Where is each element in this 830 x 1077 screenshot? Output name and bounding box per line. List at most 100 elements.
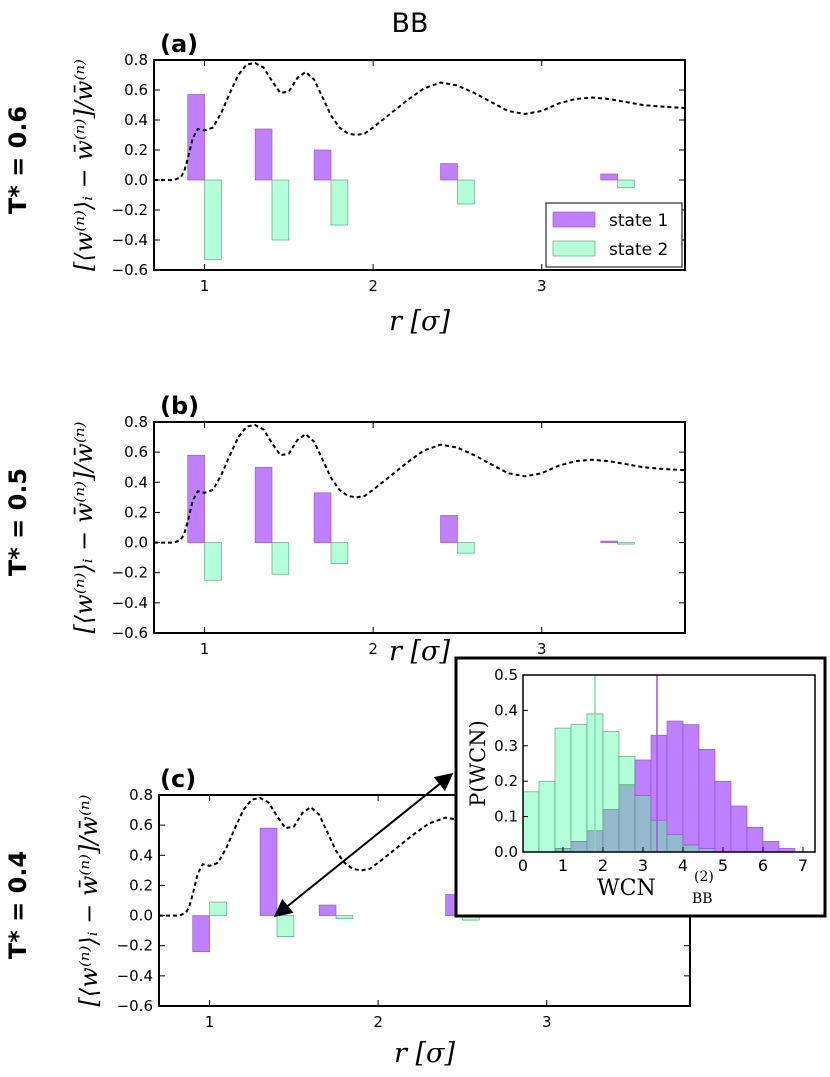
bar-state-1	[600, 173, 618, 181]
y-tick-label: 0.6	[124, 443, 148, 461]
hist-bar-state-2	[570, 724, 588, 842]
row-temperature-label: T* = 0.5	[4, 468, 32, 576]
x-axis-label: r [σ]	[389, 306, 450, 337]
hist-bar-overlap	[618, 784, 636, 853]
y-tick-label: 0.8	[124, 413, 148, 431]
inset-x-axis-label-sub: BB	[692, 891, 713, 907]
legend-swatch	[552, 211, 596, 228]
inset-x-tick-label: 0	[518, 856, 528, 875]
bar-state-1	[254, 466, 273, 543]
inset-y-tick-label: 0.1	[494, 808, 518, 826]
axes-frame	[153, 59, 686, 271]
hist-bar-state-1	[714, 780, 732, 853]
inset-y-tick-label: 0.4	[494, 701, 518, 719]
legend: state 1 state 2	[545, 202, 683, 268]
hist-bar-overlap	[570, 841, 588, 853]
x-tick-label: 2	[368, 277, 378, 295]
panel-label: (a)	[160, 30, 198, 58]
legend-label: state 2	[609, 240, 668, 260]
hist-bar-state-1	[682, 724, 700, 846]
y-tick-label: −0.4	[112, 594, 148, 612]
bar-state-2	[204, 542, 222, 581]
x-tick-label: 3	[542, 1013, 552, 1031]
y-tick-label: 0.6	[124, 81, 148, 99]
y-tick-label: 0.2	[129, 876, 153, 894]
panel-b: (b) T* = 0.5 −0.6 −0.4 −0.2 0.0 0.2 0.4 0.6 0.8 1 2…	[4, 392, 686, 667]
hist-bar-state-1	[730, 805, 748, 853]
row-temperature-label: T* = 0.4	[4, 851, 32, 959]
inset-x-tick-label: 1	[558, 856, 568, 875]
inset-y-tick-label: 0.5	[494, 666, 518, 684]
y-tick-label: 0.4	[124, 111, 148, 129]
bar-state-1	[600, 540, 618, 543]
inset-y-tick-label: 0.3	[494, 737, 518, 755]
inset-x-tick-label: 7	[798, 856, 808, 875]
inset-x-axis-label-sup: (2)	[694, 869, 714, 885]
inset-y-tick-label: 0.0	[494, 843, 518, 861]
panel-c: (c) T* = 0.4 −0.6 −0.4 −0.2 0.0 0.2 0.4 0.6 0.8 1 2…	[4, 765, 691, 1069]
bar-state-2	[335, 915, 354, 919]
inset-x-tick-label: 3	[638, 856, 648, 875]
legend-swatch	[552, 240, 596, 257]
bar-state-2	[330, 542, 349, 564]
bar-state-2	[209, 901, 227, 916]
y-tick-label: 0.8	[129, 786, 153, 804]
panel-a: (a) T* = 0.6 −0.6 −0.4 −0.2 0.0 0.2 0.4 0.6 0.8 1 2…	[4, 30, 686, 337]
axes-frame	[153, 421, 686, 634]
panel-label: (b)	[160, 392, 199, 420]
inset-panel: 0.0 0.1 0.2 0.3 0.4 0.5 0 1 2 3 4 5 6 7 P(WCN) WCN (2) BB	[454, 656, 827, 918]
bar-state-1	[259, 827, 278, 916]
y-tick-label: −0.4	[117, 967, 153, 985]
y-tick-label: 0.0	[124, 534, 148, 552]
x-axis-label: r [σ]	[389, 636, 450, 667]
y-tick-label: 0.2	[124, 141, 148, 159]
y-axis-label: [⟨w⁽ⁿ⁾⟩ᵢ − w̄⁽ⁿ⁾]/w̄⁽ⁿ⁾	[70, 421, 98, 633]
bar-state-1	[192, 915, 210, 953]
hist-bar-state-2	[538, 780, 556, 853]
y-tick-label: 0.2	[124, 503, 148, 521]
bar-state-2	[457, 542, 475, 554]
bar-state-1	[254, 128, 273, 181]
row-temperature-label: T* = 0.6	[4, 106, 32, 214]
hist-bar-state-1	[650, 734, 668, 821]
bar-state-1	[187, 94, 205, 181]
hist-bar-overlap	[650, 819, 668, 853]
bar-state-1	[313, 149, 332, 181]
rdf-curve	[154, 423, 686, 544]
legend-label: state 1	[609, 211, 668, 231]
y-tick-label: −0.6	[112, 624, 148, 642]
x-tick-label: 2	[373, 1013, 383, 1031]
y-tick-label: 0.0	[129, 907, 153, 925]
y-axis-label: [⟨w⁽ⁿ⁾⟩ᵢ − w̄⁽ⁿ⁾]/w̄⁽ⁿ⁾	[70, 59, 98, 271]
y-tick-label: −0.6	[117, 997, 153, 1015]
inset-x-tick-label: 4	[678, 856, 688, 875]
hist-bar-state-1	[746, 826, 764, 853]
hist-bar-state-2	[602, 731, 620, 810]
y-tick-label: −0.2	[112, 564, 148, 582]
bar-state-1	[318, 904, 337, 916]
inset-x-tick-label: 6	[758, 856, 768, 875]
x-axis-label: r [σ]	[394, 1038, 455, 1069]
x-tick-label: 2	[368, 640, 378, 658]
bar-state-2	[271, 542, 290, 575]
inset-x-tick-label: 2	[598, 856, 608, 875]
bar-state-1	[440, 163, 458, 181]
hist-bar-state-2	[618, 756, 636, 786]
y-axis-label: [⟨w⁽ⁿ⁾⟩ᵢ − w̄⁽ⁿ⁾]/w̄⁽ⁿ⁾	[75, 794, 103, 1006]
hist-bar-overlap	[682, 844, 700, 853]
bar-state-1	[440, 515, 458, 543]
bar-state-2	[204, 179, 222, 260]
bar-state-2	[276, 915, 295, 937]
inset-x-tick-label: 5	[718, 856, 728, 875]
y-tick-label: −0.2	[112, 201, 148, 219]
panel-label: (c)	[160, 765, 196, 793]
hist-bar-state-1	[666, 720, 684, 835]
rdf-curve	[154, 61, 686, 181]
x-tick-label: 1	[200, 640, 210, 658]
x-tick-label: 1	[205, 1013, 215, 1031]
figure-title: BB	[391, 8, 428, 39]
bar-state-2	[617, 179, 635, 188]
y-tick-label: 0.0	[124, 171, 148, 189]
y-tick-label: 0.6	[129, 816, 153, 834]
